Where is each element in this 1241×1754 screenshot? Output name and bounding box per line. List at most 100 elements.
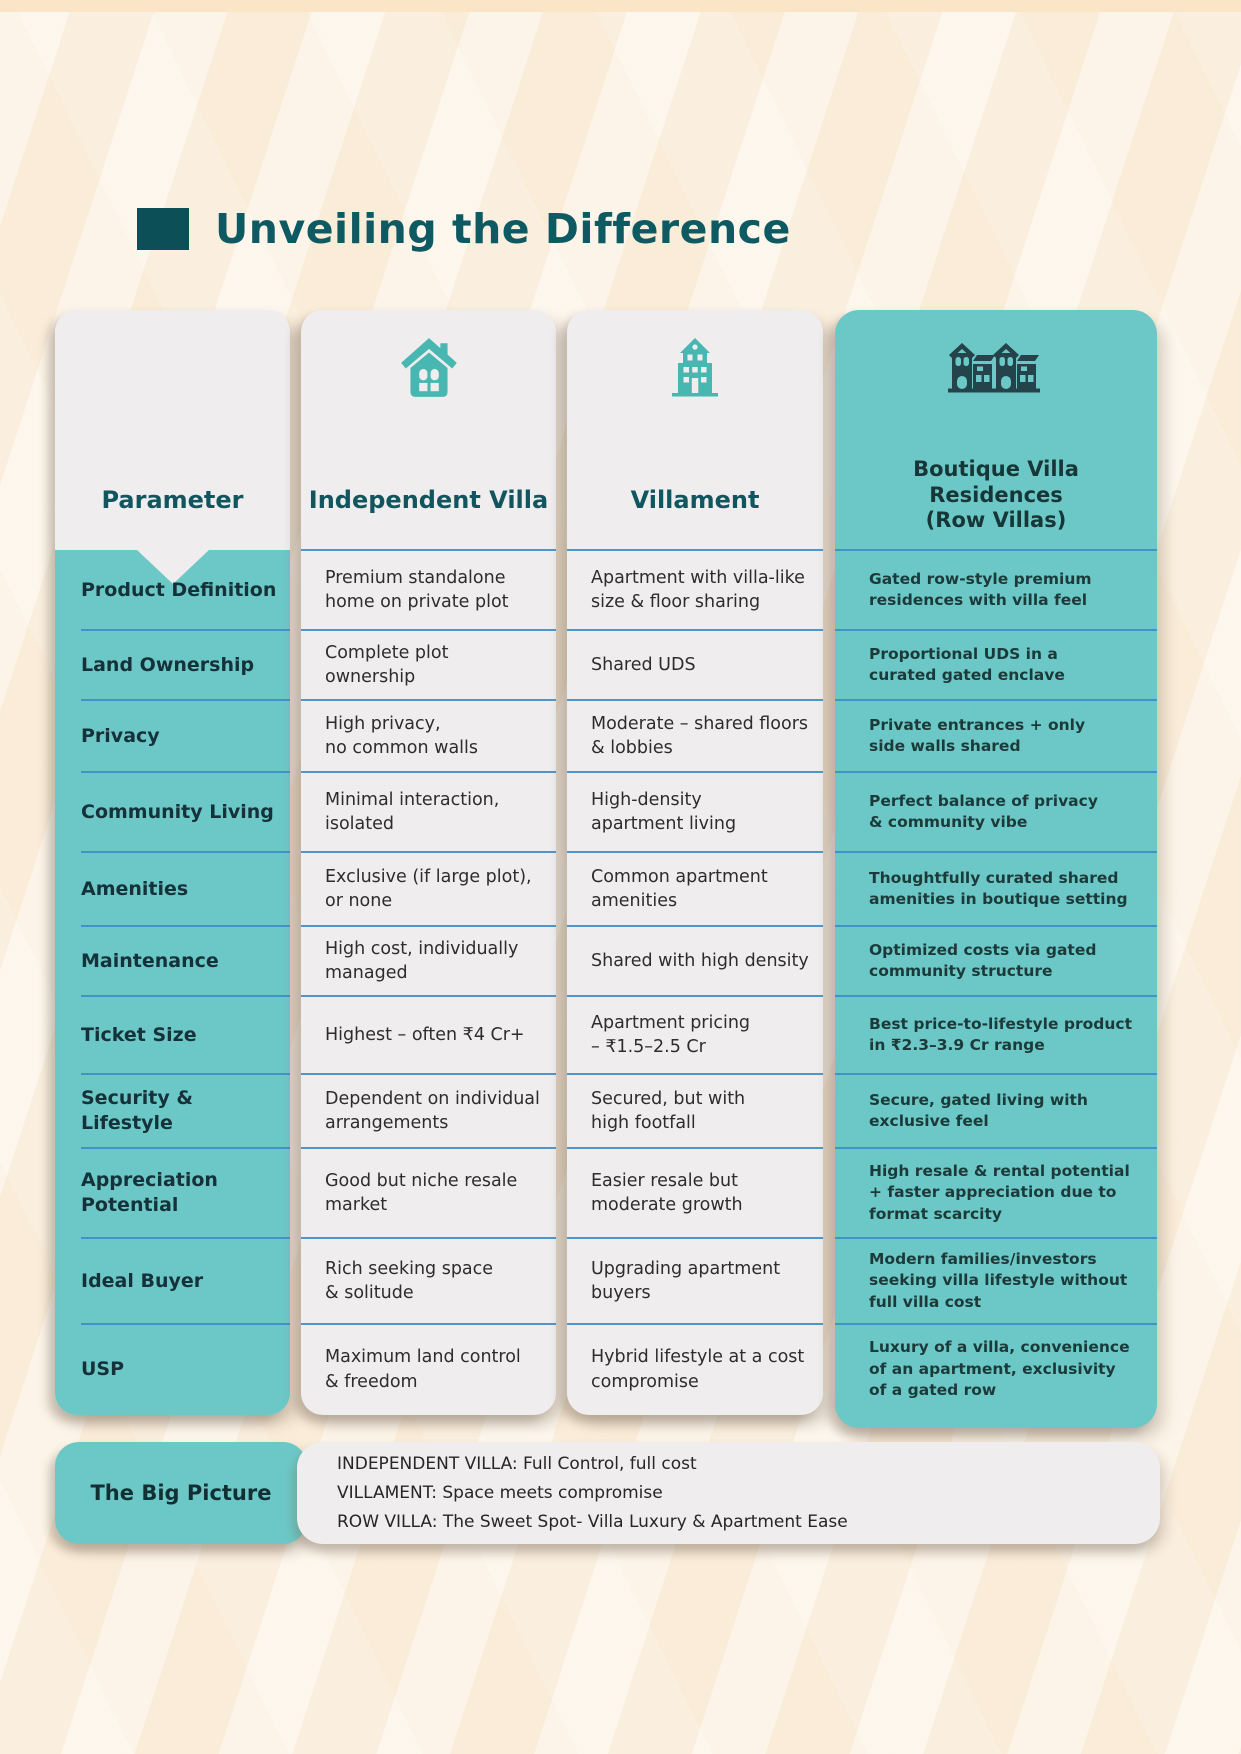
row-label-text: Ticket Size [81,1023,197,1046]
cell-independent-villa-text: High privacy, no common walls [325,713,479,759]
cell-independent-villa-text: Rich seeking space & solitude [325,1258,494,1304]
row-label-text: Land Ownership [81,653,255,676]
row-label: Product Definition [55,550,290,630]
column-parameter-header: Parameter [55,310,290,550]
column-villament: Villament Apartment with villa-like size… [567,310,823,1415]
cell-independent-villa-text: High cost, individually managed [325,938,519,984]
row-divider [567,699,823,701]
cell-independent-villa: High privacy, no common walls [301,699,556,772]
cell-villament-text: Apartment pricing – ₹1.5–2.5 Cr [591,1012,751,1058]
row-divider [301,1323,556,1325]
big-picture-line: ROW VILLA: The Sweet Spot- Villa Luxury … [337,1512,848,1532]
row-label: Privacy [55,699,290,772]
cell-villament-text: Moderate – shared floors & lobbies [591,713,809,759]
cell-row-villas-text: Luxury of a villa, convenience of an apa… [869,1338,1130,1400]
row-label: Appreciation Potential [55,1147,290,1238]
cell-row-villas-text: Secure, gated living with exclusive feel [869,1090,1088,1130]
column-villament-header: Villament [567,310,823,550]
cell-independent-villa: Highest – often ₹4 Cr+ [301,995,556,1074]
cell-villament-text: Shared UDS [591,654,696,675]
cell-row-villas: Gated row-style premium residences with … [835,549,1157,630]
cell-independent-villa-text: Highest – often ₹4 Cr+ [325,1024,525,1045]
row-divider [835,995,1157,997]
cell-villament: Secured, but with high footfall [567,1073,823,1148]
row-villas-icon [946,332,1046,404]
big-picture-pill: The Big Picture [55,1442,307,1544]
row-divider [81,851,290,853]
row-divider [301,1073,556,1075]
row-divider [81,995,290,997]
cell-row-villas: Private entrances + only side walls shar… [835,699,1157,772]
column-row-villas-label: Boutique Villa Residences (Row Villas) [913,457,1079,533]
cell-row-villas-text: Perfect balance of privacy & community v… [869,791,1098,831]
row-label-text: Community Living [81,800,274,823]
row-label: Ideal Buyer [55,1237,290,1324]
cell-row-villas-text: Optimized costs via gated community stru… [869,940,1097,980]
cell-villament: Shared UDS [567,629,823,700]
big-picture-line: VILLAMENT: Space meets compromise [337,1483,663,1503]
big-picture-label: The Big Picture [90,1481,272,1505]
cell-independent-villa: Maximum land control & freedom [301,1323,556,1415]
row-label: Maintenance [55,925,290,996]
row-label: Land Ownership [55,629,290,700]
cell-independent-villa-text: Premium standalone home on private plot [325,567,509,613]
column-independent-villa-label: Independent Villa [308,486,549,514]
cell-row-villas: Secure, gated living with exclusive feel [835,1073,1157,1148]
cell-villament-text: Common apartment amenities [591,866,768,912]
row-divider [301,549,556,551]
cell-villament-text: Upgrading apartment buyers [591,1258,781,1304]
row-divider [301,629,556,631]
row-label-text: Ideal Buyer [81,1269,204,1292]
row-divider [835,1237,1157,1239]
cell-row-villas-text: Modern families/investors seeking villa … [869,1249,1128,1311]
row-label: Security & Lifestyle [55,1073,290,1148]
column-villament-label: Villament [630,486,760,514]
row-label-text: Amenities [81,877,189,900]
cell-row-villas: Proportional UDS in a curated gated encl… [835,629,1157,700]
row-divider [301,1147,556,1149]
cell-row-villas: Thoughtfully curated shared amenities in… [835,851,1157,926]
cell-independent-villa-text: Good but niche resale market [325,1170,518,1216]
row-divider [835,1073,1157,1075]
house-icon [396,332,462,404]
cell-independent-villa: Good but niche resale market [301,1147,556,1238]
row-divider [835,549,1157,551]
cell-independent-villa-text: Dependent on individual arrangements [325,1088,540,1134]
cell-independent-villa: Rich seeking space & solitude [301,1237,556,1324]
row-divider [835,1147,1157,1149]
column-villament-body: Apartment with villa-like size & floor s… [567,549,823,1415]
cell-row-villas: Modern families/investors seeking villa … [835,1237,1157,1324]
top-accent-strip [0,0,1241,12]
row-divider [835,925,1157,927]
cell-villament: Moderate – shared floors & lobbies [567,699,823,772]
row-divider [567,629,823,631]
row-divider [835,771,1157,773]
cell-villament: Hybrid lifestyle at a cost compromise [567,1323,823,1415]
cell-independent-villa-text: Minimal interaction, isolated [325,789,500,835]
row-divider [567,549,823,551]
column-row-villas-header: Boutique Villa Residences (Row Villas) [835,310,1157,550]
row-divider [301,771,556,773]
row-divider [81,1147,290,1149]
row-divider [81,771,290,773]
cell-row-villas: Luxury of a villa, convenience of an apa… [835,1323,1157,1415]
row-divider [81,629,290,631]
row-label-text: Appreciation Potential [81,1169,218,1216]
row-divider [567,1147,823,1149]
cell-row-villas-text: Best price-to-lifestyle product in ₹2.3–… [869,1014,1132,1054]
row-divider [81,1237,290,1239]
cell-independent-villa: Dependent on individual arrangements [301,1073,556,1148]
column-parameter: Parameter Product Definition Land Ownersh… [55,310,290,1415]
cell-row-villas-text: High resale & rental potential + faster … [869,1161,1130,1223]
cell-villament-text: Secured, but with high footfall [591,1088,746,1134]
cell-row-villas-text: Gated row-style premium residences with … [869,569,1092,609]
cell-independent-villa: Complete plot ownership [301,629,556,700]
row-divider [567,995,823,997]
cell-villament-text: Apartment with villa-like size & floor s… [591,567,805,613]
row-divider [567,1323,823,1325]
row-divider [301,925,556,927]
row-label-text: Maintenance [81,949,219,972]
column-row-villas-body: Gated row-style premium residences with … [835,549,1157,1415]
cell-independent-villa-text: Exclusive (if large plot), or none [325,866,532,912]
